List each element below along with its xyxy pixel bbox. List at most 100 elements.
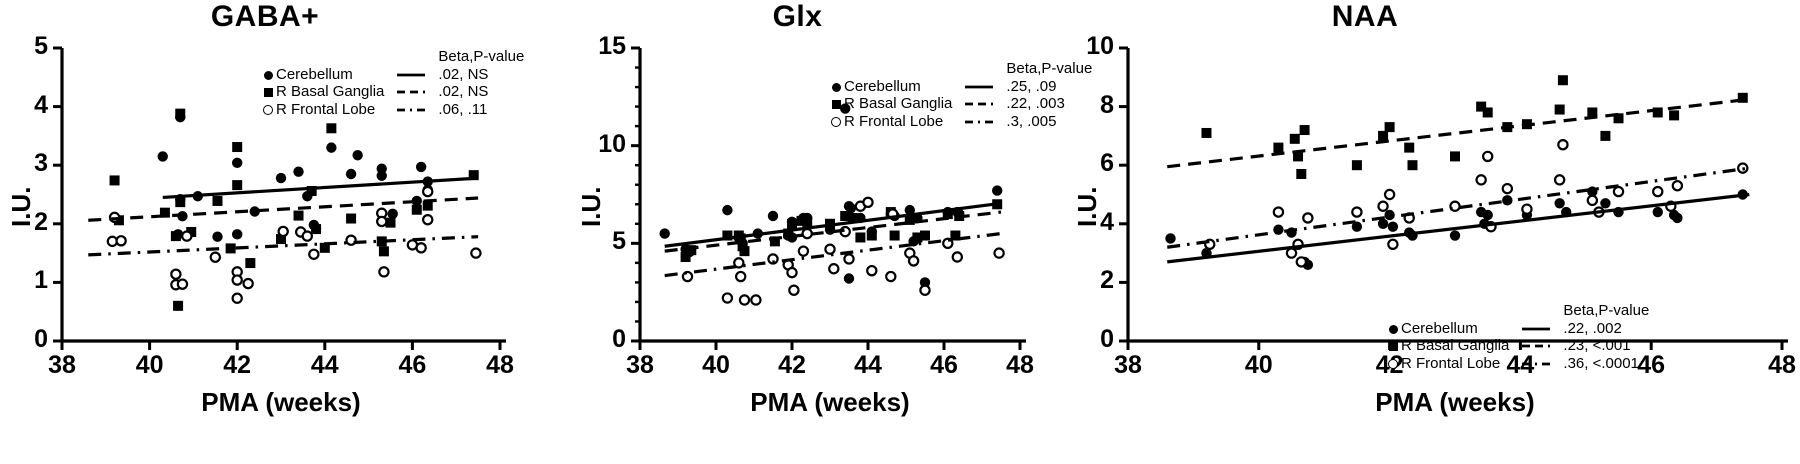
legend-row[interactable]: R Basal Ganglia .22, .003 [828, 95, 1092, 113]
data-point [722, 230, 733, 241]
data-point [735, 270, 747, 283]
data-point [231, 274, 243, 286]
legend-row[interactable]: Cerebellum .02, NS [260, 66, 524, 84]
data-point [920, 230, 930, 241]
x-tick-label: 38 [1114, 351, 1142, 379]
data-point [1586, 194, 1599, 207]
legend-row[interactable]: R Frontal Lobe .3, .005 [828, 113, 1092, 131]
legend-header-label: Beta,P-value [1006, 60, 1093, 77]
legend-marker-cell [1385, 337, 1401, 355]
legend-row[interactable]: Cerebellum .22, .002 [1385, 320, 1649, 338]
data-point [242, 277, 254, 290]
y-tick-label: 10 [1086, 32, 1114, 60]
legend-row[interactable]: Cerebellum .25, .09 [828, 78, 1092, 96]
data-point [1449, 230, 1461, 241]
fit-line-r-basal-ganglia [664, 210, 1002, 253]
data-point [1502, 195, 1513, 206]
data-point [904, 214, 915, 225]
series-r-basal-ganglia [1201, 75, 1748, 179]
series-r-basal-ganglia [109, 108, 479, 311]
fit-line-r-frontal-lobe [1167, 166, 1750, 249]
data-point [843, 273, 855, 284]
data-point [840, 103, 851, 114]
x-tick-label: 38 [626, 351, 654, 379]
data-point [721, 292, 734, 304]
filled-square-icon [831, 100, 841, 110]
x-tick-label: 40 [1244, 351, 1273, 379]
data-point [422, 185, 434, 198]
x-tick-label: 44 [854, 351, 882, 379]
legend-series-label: R Frontal Lobe [276, 100, 376, 118]
data-point [1482, 209, 1493, 221]
x-tick-label: 46 [930, 351, 958, 379]
legend-row[interactable]: R Basal Ganglia .02, NS [260, 83, 524, 101]
y-tick-label: 2 [34, 207, 48, 236]
data-point [346, 213, 357, 224]
y-tick-label: 0 [1100, 325, 1114, 353]
x-tick-label: 42 [778, 351, 806, 379]
data-point [1587, 107, 1598, 118]
legend-line-key [964, 78, 1006, 96]
legend-line-key [964, 95, 1006, 113]
data-point [1273, 224, 1284, 235]
filled-square-icon [1388, 342, 1398, 352]
y-tick-label: 8 [1100, 90, 1114, 119]
data-point [787, 218, 797, 229]
legend-row[interactable]: R Frontal Lobe .06, .11 [260, 101, 524, 119]
data-point [231, 292, 243, 304]
data-point [175, 197, 186, 208]
data-point [767, 210, 779, 222]
data-point [680, 252, 691, 263]
data-point [212, 231, 223, 242]
legend-stat-value: .22, .002 [1563, 319, 1622, 337]
data-point [828, 263, 840, 275]
data-point [1672, 212, 1683, 224]
fit-line-cerebellum [1167, 192, 1750, 264]
legend-row[interactable]: R Basal Ganglia .23, <.001 [1385, 337, 1649, 355]
y-tick-label: 6 [1100, 149, 1114, 178]
filled-circle-icon [1388, 324, 1398, 334]
y-tick-label: 15 [598, 32, 626, 60]
legend-marker-cell [1385, 320, 1401, 338]
x-tick-label: 40 [135, 351, 164, 379]
data-point [1384, 122, 1395, 133]
data-point [468, 170, 479, 181]
data-point [1377, 200, 1389, 212]
x-tick-label: 46 [398, 351, 427, 379]
panel-axes-NAA [1119, 46, 1788, 350]
data-point [1553, 174, 1566, 186]
data-point [845, 202, 857, 214]
data-point [797, 245, 810, 257]
legend-marker-cell [828, 113, 844, 131]
legend-row[interactable]: R Frontal Lobe .36, <.0001 [1385, 355, 1649, 373]
data-point [1404, 142, 1415, 153]
data-point [735, 233, 746, 244]
legend-series-label: Cerebellum [1401, 319, 1478, 337]
x-tick-label: 44 [310, 351, 339, 379]
legend-stat-value: .36, <.0001 [1563, 354, 1639, 372]
legend-series-label: R Basal Ganglia [276, 83, 385, 100]
data-point [232, 180, 243, 191]
data-point [1652, 185, 1664, 198]
data-point [249, 206, 260, 217]
data-point [411, 204, 422, 215]
y-axis-title: I.U. [1072, 186, 1102, 227]
data-point [1378, 130, 1389, 141]
open-circle-icon [263, 105, 273, 116]
data-point [862, 196, 874, 209]
data-point [1600, 198, 1611, 209]
data-point [157, 151, 168, 162]
data-point [326, 123, 337, 134]
data-point [275, 172, 287, 184]
data-point [109, 175, 120, 186]
data-point [225, 243, 236, 254]
data-point [345, 168, 357, 180]
fit-line-r-basal-ganglia [88, 196, 479, 222]
data-point [1407, 160, 1418, 171]
data-point [1652, 107, 1663, 118]
fit-line-cerebellum [664, 201, 1002, 248]
data-point [181, 230, 193, 242]
y-tick-label: 0 [612, 325, 626, 353]
data-point [352, 150, 363, 161]
